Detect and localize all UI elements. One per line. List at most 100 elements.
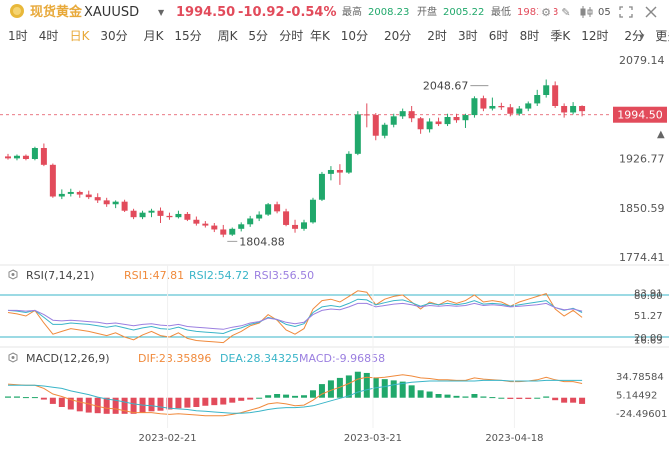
- period-tab[interactable]: 季K: [550, 29, 571, 43]
- symbol-name[interactable]: 现货黄金: [30, 4, 83, 20]
- macd-histogram-bar: [570, 397, 577, 403]
- candle: [399, 108, 406, 119]
- candle-body: [67, 191, 74, 194]
- period-tab[interactable]: 15分: [174, 29, 201, 43]
- rsi-settings-icon[interactable]: [8, 269, 18, 280]
- candle: [85, 190, 92, 200]
- candle-body: [58, 193, 65, 197]
- macd-histogram-bar: [408, 385, 415, 398]
- macd-histogram-bar: [318, 384, 325, 398]
- period-tab[interactable]: 2时: [427, 29, 447, 43]
- period-tab[interactable]: 20分: [384, 29, 411, 43]
- macd-histogram-bar: [390, 380, 397, 398]
- macd-histogram-bar: [67, 397, 74, 410]
- macd-histogram-bar: [13, 396, 20, 398]
- gear-icon[interactable]: [538, 4, 554, 20]
- period-tab[interactable]: 30分: [100, 29, 127, 43]
- candle-body: [561, 105, 568, 113]
- macd-histogram-bar: [336, 377, 343, 398]
- macd-histogram-bar: [202, 397, 209, 406]
- period-tab[interactable]: 8时: [520, 29, 540, 43]
- macd-value-label: DIF:23.35896: [138, 352, 211, 365]
- candle: [534, 89, 541, 106]
- candle: [444, 113, 451, 127]
- period-tab[interactable]: 更多: [655, 29, 669, 43]
- period-tab[interactable]: 10分: [341, 29, 368, 43]
- macd-histogram-bar: [238, 397, 245, 401]
- rsi-tick-label: 80.00: [634, 291, 663, 302]
- more-chevron-icon[interactable]: ▼: [639, 33, 645, 41]
- rsi-value-label: RSI3:56.50: [254, 269, 314, 282]
- scroll-up-icon[interactable]: ▲: [657, 129, 665, 140]
- date-label: 2023-03-21: [344, 433, 402, 444]
- macd-histogram-bar: [552, 397, 559, 401]
- macd-histogram-bar: [489, 397, 496, 399]
- macd-histogram-bar: [58, 397, 65, 407]
- rsi-title: RSI(7,14,21): [26, 269, 94, 282]
- macd-settings-icon[interactable]: [8, 352, 18, 363]
- macd-histogram-bar: [444, 394, 451, 398]
- macd-histogram-bar: [543, 396, 550, 398]
- draw-pen-icon-glyph: ✎: [561, 6, 570, 19]
- period-tab[interactable]: 日K: [70, 29, 91, 43]
- macd-histogram-bar: [417, 390, 424, 398]
- candle: [265, 202, 272, 216]
- candle: [13, 154, 20, 161]
- symbol-code[interactable]: XAUUSD: [84, 5, 139, 20]
- candle-body: [13, 155, 20, 159]
- candle: [516, 105, 523, 116]
- period-tab[interactable]: 1时: [8, 29, 28, 43]
- candle: [274, 201, 281, 214]
- period-tab[interactable]: 年K: [310, 29, 331, 43]
- candle: [175, 210, 182, 219]
- candle-body: [534, 95, 541, 104]
- period-tab[interactable]: 3时: [458, 29, 478, 43]
- close-icon[interactable]: [645, 6, 657, 18]
- period-tab[interactable]: 6时: [489, 29, 509, 43]
- candle-body: [49, 164, 56, 197]
- macd-panel: MACD(12,26,9) DIF:23.35896 DEA:28.34325 MAC…: [5, 352, 667, 420]
- candle: [256, 211, 263, 222]
- candle-body: [193, 219, 200, 224]
- macd-histogram-bar: [426, 391, 433, 398]
- macd-histogram-bar: [31, 397, 38, 399]
- macd-histogram-bar: [274, 394, 281, 398]
- macd-histogram-bar: [462, 396, 469, 398]
- macd-histogram-bar: [561, 397, 568, 403]
- period-tab[interactable]: 2分: [624, 29, 644, 43]
- candle: [552, 81, 559, 108]
- candle: [327, 166, 334, 181]
- candle-body: [525, 103, 532, 109]
- period-tab[interactable]: 4时: [39, 29, 59, 43]
- macd-histogram-bar: [381, 379, 388, 398]
- macd-histogram-bar: [265, 395, 272, 398]
- rsi-value-label: RSI2:54.72: [189, 269, 249, 282]
- fullscreen-icon[interactable]: [616, 4, 636, 20]
- rsi-panel: RSI(7,14,21) RSI1:47.81 RSI2:54.72 RSI3:56.…: [0, 269, 669, 348]
- period-tab[interactable]: 5分: [248, 29, 268, 43]
- candle-body: [256, 214, 263, 219]
- candle: [417, 116, 424, 134]
- draw-pen-icon[interactable]: [558, 4, 574, 20]
- candle: [489, 97, 496, 111]
- candle-body: [426, 121, 433, 130]
- macd-dea-line: [8, 379, 583, 414]
- candle: [283, 208, 290, 227]
- period-tab[interactable]: 周K: [218, 29, 239, 43]
- candle-body: [390, 116, 397, 125]
- candle: [211, 223, 218, 233]
- macd-histogram-bar: [498, 397, 505, 399]
- candle-body: [381, 124, 388, 136]
- candle: [372, 113, 379, 141]
- candle-body: [453, 116, 460, 121]
- period-tab[interactable]: 月K: [144, 29, 165, 43]
- symbol-dropdown-icon[interactable]: ▼: [158, 8, 165, 17]
- candle: [220, 224, 227, 238]
- period-tab[interactable]: 12时: [581, 29, 608, 43]
- candle: [103, 197, 110, 207]
- candle: [49, 163, 56, 198]
- period-tab[interactable]: 分时: [279, 29, 303, 43]
- macd-histogram-bar: [480, 396, 487, 398]
- candle-body: [202, 223, 209, 226]
- candle-body: [283, 211, 290, 225]
